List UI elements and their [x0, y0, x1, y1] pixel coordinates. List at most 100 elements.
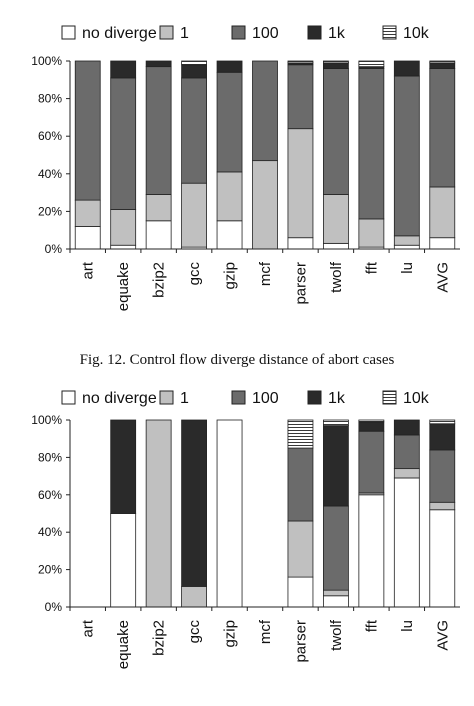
bar-segment-avg-1 — [429, 501, 456, 511]
legend-swatch-100 — [231, 25, 246, 40]
x-tick-label-gcc: gcc — [186, 620, 203, 644]
y-tick-label: 0% — [45, 242, 63, 256]
bar-segment-twolf-100 — [323, 505, 349, 591]
bar-segment-gcc-1k — [181, 419, 207, 587]
legend-swatch-no-diverge — [61, 25, 76, 40]
bar-segment-twolf-10k — [323, 419, 349, 427]
bar-segment-mcf-100 — [252, 60, 278, 162]
bar-segment-lu-1 — [393, 468, 420, 479]
bar-segment-twolf-1 — [323, 589, 349, 597]
bar-segment-lu-1 — [393, 235, 420, 246]
x-tick-label-parser: parser — [292, 620, 309, 663]
legend-swatch-1 — [159, 390, 174, 405]
bar-segment-gcc-10k — [181, 60, 207, 66]
x-tick-label-avg: AVG — [434, 262, 451, 293]
bar-segment-fft-100 — [358, 68, 385, 220]
bar-segment-lu-100 — [393, 75, 420, 237]
x-tick-label-mcf: mcf — [257, 261, 274, 286]
bar-segment-parser-no-diverge — [287, 237, 314, 250]
bar-segment-gzip-1 — [216, 171, 243, 222]
bar-segment-mcf-1 — [252, 160, 278, 250]
x-tick-label-gcc: gcc — [186, 262, 203, 286]
bar-segment-equake-1k — [110, 60, 137, 79]
y-tick-label: 0% — [45, 600, 63, 614]
bar-segment-fft-10k — [358, 419, 385, 423]
y-tick-label: 100% — [31, 54, 62, 68]
bar-segment-equake-1k — [110, 419, 137, 514]
bar-segment-parser-10k — [287, 60, 314, 64]
bar-segment-bzip2-1k — [145, 60, 172, 68]
bar-segment-avg-no-diverge — [429, 509, 456, 608]
x-tick-label-lu: lu — [399, 262, 416, 274]
bar-segment-bzip2-100 — [145, 66, 172, 195]
legend-swatch-1k — [307, 390, 322, 405]
legend-label-10k: 10k — [403, 390, 430, 407]
x-tick-label-parser: parser — [292, 262, 309, 305]
bar-segment-parser-100 — [287, 447, 314, 522]
x-tick-label-gzip: gzip — [222, 262, 239, 290]
bar-segment-gzip-no-diverge — [216, 220, 243, 250]
bar-segment-twolf-10k — [323, 60, 349, 64]
y-tick-label: 80% — [38, 92, 62, 106]
bar-segment-parser-1 — [287, 128, 314, 239]
legend-swatch-10k — [382, 25, 397, 40]
x-tick-label-lu: lu — [399, 620, 416, 632]
legend-swatch-100 — [231, 390, 246, 405]
y-tick-label: 100% — [31, 413, 62, 427]
bar-segment-avg-10k — [429, 60, 456, 64]
bar-segment-avg-1k — [429, 62, 456, 69]
x-tick-label-fft: fft — [363, 261, 380, 274]
chart-1: no diverge 1 100 1k 10k 0% 20% 40% 60% 80% 100% art… — [31, 25, 460, 311]
legend-label-1: 1 — [180, 390, 189, 407]
bar-segment-equake-1 — [110, 209, 137, 246]
bar-segment-lu-1k — [393, 419, 420, 436]
bar-segment-fft-no-diverge — [358, 494, 385, 608]
bar-segment-gcc-1 — [181, 586, 207, 608]
bar-segment-avg-1k — [429, 423, 456, 451]
legend-swatch-1k — [307, 25, 322, 40]
bar-segment-bzip2-1 — [145, 194, 172, 222]
legend-label-100: 100 — [252, 25, 279, 42]
bar-segment-lu-1k — [393, 60, 420, 77]
legend-swatch-10k — [382, 390, 397, 405]
bar-segment-equake-100 — [110, 77, 137, 210]
y-tick-label: 60% — [38, 488, 62, 502]
x-tick-label-gzip: gzip — [222, 620, 239, 648]
bar-segment-fft-1 — [358, 218, 385, 248]
bar-segment-avg-1 — [429, 186, 456, 239]
bar-segment-twolf-100 — [323, 68, 349, 195]
x-tick-label-art: art — [80, 261, 97, 279]
y-tick-label: 60% — [38, 129, 62, 143]
bar-segment-twolf-no-diverge — [323, 595, 349, 608]
x-tick-label-twolf: twolf — [328, 261, 345, 293]
legend-label-no-diverge: no diverge — [82, 25, 157, 42]
y-tick-label: 20% — [38, 563, 62, 577]
bar-segment-gzip-no-diverge — [216, 419, 243, 608]
y-tick-label: 40% — [38, 167, 62, 181]
bar-segment-bzip2-no-diverge — [145, 220, 172, 250]
bar-segment-gzip-100 — [216, 71, 243, 173]
bar-segment-art-1 — [74, 199, 101, 227]
bar-segment-gzip-1k — [216, 60, 243, 73]
x-tick-label-equake: equake — [115, 620, 132, 669]
bar-segment-lu-no-diverge — [393, 477, 420, 608]
bar-segment-gcc-1k — [181, 64, 207, 79]
bar-segment-twolf-no-diverge — [323, 242, 349, 250]
bar-segment-parser-10k — [287, 419, 314, 449]
bar-segment-lu-no-diverge — [393, 244, 420, 250]
y-tick-label: 80% — [38, 450, 62, 464]
figure-caption: Fig. 12. Control flow diverge distance o… — [79, 352, 395, 368]
bar-segment-gcc-1 — [181, 182, 207, 248]
x-tick-label-bzip2: bzip2 — [151, 262, 168, 298]
bar-segment-twolf-1k — [323, 425, 349, 507]
bar-segment-avg-10k — [429, 419, 456, 425]
bar-segment-gcc-100 — [181, 77, 207, 184]
chart-2: no diverge 1 100 1k 10k 0% 20% 40% 60% 80% 100% art… — [31, 390, 460, 669]
legend-label-10k: 10k — [403, 25, 430, 42]
x-tick-label-equake: equake — [115, 262, 132, 311]
legend-label-no-diverge: no diverge — [82, 390, 157, 407]
bar-segment-parser-1 — [287, 520, 314, 578]
bar-segment-equake-no-diverge — [110, 244, 137, 250]
bar-segment-avg-100 — [429, 449, 456, 503]
